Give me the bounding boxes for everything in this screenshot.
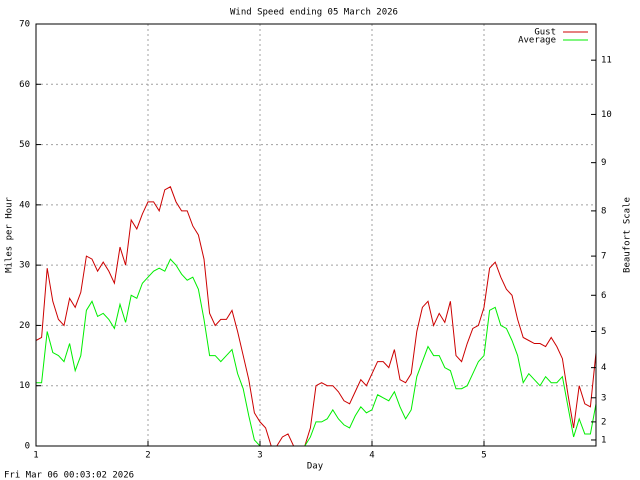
- plot: [36, 186, 596, 446]
- x-tick-label: 4: [369, 451, 374, 461]
- series-line: [36, 186, 596, 446]
- y-tick-label: 20: [19, 321, 30, 331]
- x-tick-label: 1: [33, 451, 38, 461]
- timestamp: Fri Mar 06 00:03:02 2026: [4, 471, 134, 480]
- y-tick-label: 60: [19, 80, 30, 90]
- x-tick-label: 5: [481, 451, 486, 461]
- y-tick-label: 0: [25, 442, 30, 452]
- x-tick-label: 3: [257, 451, 262, 461]
- y2-tick-label: 11: [601, 56, 612, 66]
- y2-tick-label: 1: [601, 435, 606, 445]
- legend-label: Average: [518, 36, 556, 46]
- legend-label: Gust: [534, 28, 556, 38]
- y2-tick-label: 10: [601, 110, 612, 120]
- y-tick-label: 70: [19, 20, 30, 30]
- y2-axis-label: Beaufort Scale: [623, 197, 633, 273]
- y-axis-label: Miles per Hour: [5, 196, 15, 272]
- y2-tick-label: 8: [601, 206, 606, 216]
- plot-frame: [35, 23, 597, 447]
- y2-tick-label: 3: [601, 393, 606, 403]
- y-tick-label: 30: [19, 261, 30, 271]
- y2-tick-label: 5: [601, 327, 606, 337]
- chart-title: Wind Speed ending 05 March 2026: [230, 8, 398, 18]
- x-axis-label: Day: [307, 462, 324, 472]
- y2-tick-label: 9: [601, 158, 606, 168]
- y2-tick-label: 6: [601, 291, 606, 301]
- series-line: [36, 258, 596, 446]
- y2-tick-label: 7: [601, 252, 606, 262]
- y-tick-label: 40: [19, 200, 30, 210]
- y-tick-label: 10: [19, 381, 30, 391]
- axes: 0 10 20 30 40 50 60 70 1 2 3 4 5 1 2 3 4 5 6 7 8 9 10 11 GustAve…: [19, 20, 612, 461]
- x-tick-label: 2: [145, 451, 150, 461]
- y2-tick-label: 4: [601, 363, 606, 373]
- y-tick-label: 50: [19, 140, 30, 150]
- y2-tick-label: 2: [601, 417, 606, 427]
